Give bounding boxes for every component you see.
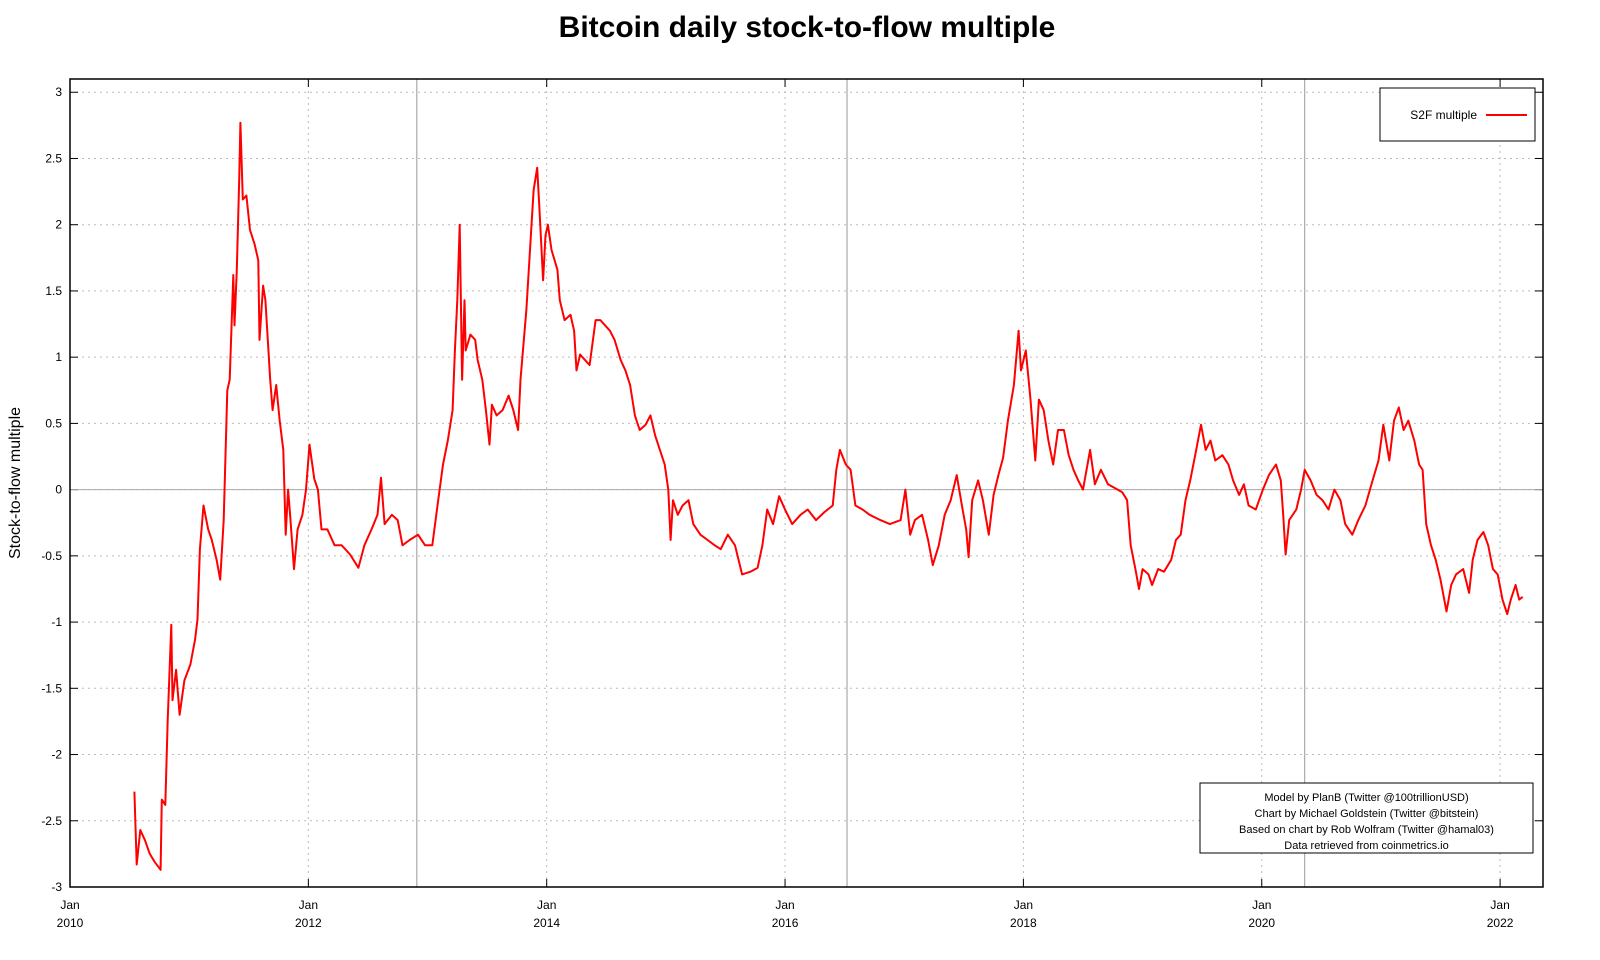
- x-tick-label: Jan 2016: [772, 898, 799, 930]
- x-tick-label: Jan 2014: [533, 898, 560, 930]
- y-tick-label: 1: [55, 350, 62, 364]
- y-tick-label: -2: [51, 748, 62, 762]
- y-tick-label: 2: [55, 218, 62, 232]
- y-tick-label: 0: [55, 483, 62, 497]
- x-tick-label: Jan 2010: [57, 898, 84, 930]
- note-text: Chart by Michael Goldstein (Twitter @bit…: [1255, 808, 1479, 820]
- note-text: Model by PlanB (Twitter @100trillionUSD): [1264, 792, 1468, 804]
- x-tick-label: Jan 2012: [295, 898, 322, 930]
- notes-box: [1199, 782, 1534, 854]
- y-tick-label: -2.5: [41, 814, 62, 828]
- y-tick-label: 3: [55, 85, 62, 99]
- y-tick-label: -3: [51, 880, 62, 894]
- note-text: Data retrieved from coinmetrics.io: [1284, 840, 1448, 852]
- y-tick-label: -1.5: [41, 681, 62, 695]
- plot-frame: [69, 78, 1544, 888]
- data-line: [133, 121, 1524, 871]
- y-tick-label: 0.5: [45, 416, 62, 430]
- y-tick-label: -1: [51, 615, 62, 629]
- x-tick-label: Jan 2022: [1487, 898, 1514, 930]
- y-tick-label: 1.5: [45, 284, 62, 298]
- legend-label: S2F multiple: [1410, 108, 1477, 122]
- y-tick-label: -0.5: [41, 549, 62, 563]
- y-axis-label: Stock-to-flow multiple: [7, 407, 24, 559]
- y-tick-label: 2.5: [45, 151, 62, 165]
- chart-title: Bitcoin daily stock-to-flow multiple: [559, 11, 1056, 44]
- note-text: Based on chart by Rob Wolfram (Twitter @…: [1239, 824, 1494, 836]
- x-tick-label: Jan 2020: [1248, 898, 1275, 930]
- x-tick-label: Jan 2018: [1010, 898, 1037, 930]
